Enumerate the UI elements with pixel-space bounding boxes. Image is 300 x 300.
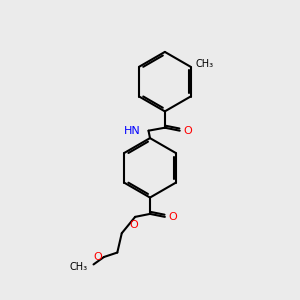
Text: CH₃: CH₃ [195,59,213,69]
Text: HN: HN [123,126,140,136]
Text: O: O [168,212,177,222]
Text: O: O [94,252,102,262]
Text: O: O [129,220,138,230]
Text: CH₃: CH₃ [70,262,88,272]
Text: O: O [183,126,192,136]
